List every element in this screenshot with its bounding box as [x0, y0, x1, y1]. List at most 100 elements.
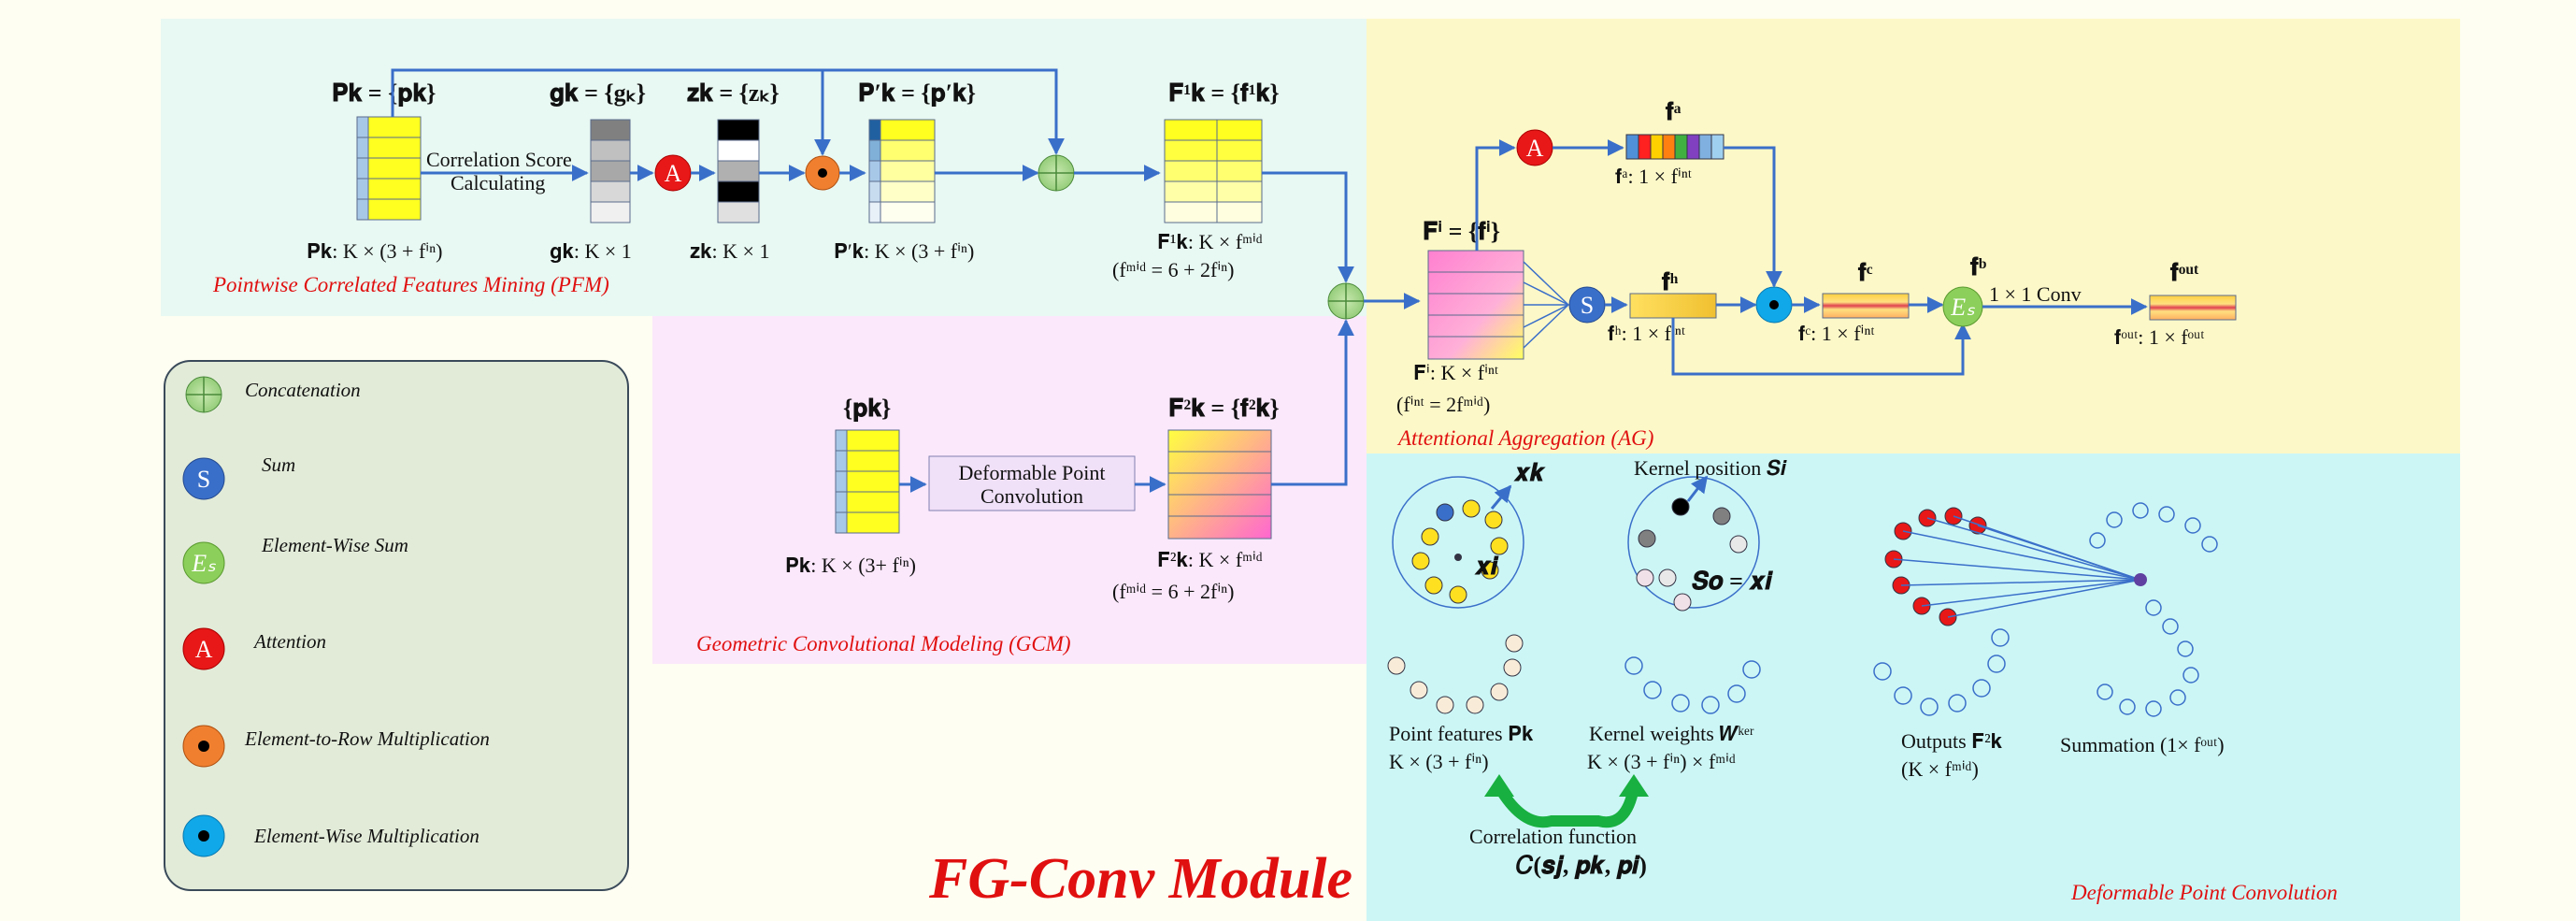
dpc-xi-label: 𝒙𝒊: [1474, 553, 1499, 580]
gcm-pk-bottom-label: 𝐏𝐤: K × (3+ fⁱⁿ): [785, 554, 916, 577]
gcm-f2-bottom-label: 𝐅²𝐤: K × fᵐⁱᵈ: [1157, 548, 1263, 571]
ag-fh-top-label: 𝐟ʰ: [1661, 268, 1679, 295]
svg-text:Eₛ: Eₛ: [1950, 294, 1975, 321]
ag-sum-node: S: [1568, 286, 1606, 324]
dpc-kernel-neighborhood: [1627, 475, 1760, 612]
gcm-pk-top-label: {𝐩𝐤}: [843, 395, 891, 422]
ag-conv-label: 1 × 1 Conv: [1989, 282, 2082, 306]
dpc-neighborhood-1: [1392, 476, 1524, 609]
ag-panel: [1367, 19, 2460, 453]
pfm-f1-eq-label: (fᵐⁱᵈ = 6 + 2fⁱⁿ): [1112, 258, 1235, 281]
gcm-f2-eq-label: (fᵐⁱᵈ = 6 + 2fⁱⁿ): [1112, 580, 1235, 603]
dpc-kernel-weights-dim: K × (3 + fⁱⁿ) × fᵐⁱᵈ: [1587, 750, 1736, 773]
pfm-attention-node: A: [654, 154, 692, 192]
ag-fc-bar: [1822, 293, 1910, 319]
pfm-zk-column: [717, 119, 760, 223]
diagram-title: FG-Conv Module: [928, 847, 1352, 911]
pfm-pkp-top-label: 𝐏′𝐤 = {𝐩′𝐤}: [858, 79, 976, 107]
ag-fc-bottom-label: 𝐟ᶜ: 1 × fⁱⁿᵗ: [1798, 322, 1875, 345]
pfm-concat-node: [1038, 154, 1075, 192]
dpc-corr-fn-label: Correlation function: [1469, 825, 1637, 848]
dpc-outputs-label: Outputs 𝐅²𝐤: [1901, 729, 2003, 753]
ag-fi-bottom-label: 𝐅ⁱ: K × fⁱⁿᵗ: [1413, 361, 1498, 384]
pfm-f1-top-label: 𝐅¹𝐤 = {𝐟¹𝐤}: [1168, 79, 1280, 107]
ag-section-title: Attentional Aggregation (AG): [1396, 426, 1653, 450]
ag-fi-eq-label: (fⁱⁿᵗ = 2fᵐⁱᵈ): [1396, 393, 1490, 416]
svg-text:A: A: [1526, 135, 1544, 162]
ag-fan-lines: [1523, 261, 1569, 349]
pfm-f1-matrix: [1164, 119, 1263, 223]
pfm-zk-top-label: 𝐳𝐤 = {zₖ}: [687, 79, 780, 107]
gcm-f2-top-label: 𝐅²𝐤 = {𝐟²𝐤}: [1168, 395, 1280, 422]
pfm-gk-top-label: 𝐠𝐤 = {gₖ}: [550, 79, 646, 108]
pfm-pkp-matrix: [868, 119, 936, 223]
pfm-zk-bottom-label: 𝐳𝐤: K × 1: [690, 239, 769, 263]
pfm-pk-bottom-label: 𝐏𝐤: K × (3 + fⁱⁿ): [307, 239, 442, 263]
corr-score-label-1: Correlation Score: [426, 148, 572, 171]
dpc-xk-label: 𝒙𝒌: [1513, 459, 1546, 486]
ag-fb-top-label: 𝐟ᵇ: [1969, 253, 1986, 281]
legend-sum-label: Sum: [262, 453, 295, 476]
dpc-point-features-dim: K × (3 + fⁱⁿ): [1389, 750, 1489, 773]
ag-fh-bar: [1629, 293, 1717, 319]
gcm-f2-matrix: [1167, 429, 1272, 540]
main-concat-node: [1327, 282, 1365, 320]
pfm-pkp-bottom-label: 𝐏′𝐤: K × (3 + fⁱⁿ): [834, 239, 974, 263]
legend-concatenation-icon: [185, 376, 222, 413]
svg-text:S: S: [1581, 292, 1594, 319]
ag-fi-top-label: 𝐅ⁱ = {𝐟ⁱ}: [1423, 218, 1500, 245]
dpc-panel: [1367, 453, 2460, 921]
legend-element-to-row-icon: [182, 725, 225, 768]
legend-element-wise-sum-icon: Eₛ: [182, 541, 225, 584]
svg-text:A: A: [195, 636, 213, 663]
svg-text:Eₛ: Eₛ: [191, 550, 216, 577]
legend-box: [164, 360, 629, 891]
legend-element-wise-mult-label: Element-Wise Multiplication: [253, 825, 479, 847]
gcm-section-title: Geometric Convolutional Modeling (GCM): [696, 632, 1071, 655]
dpc-outputs-dim: (K × fᵐⁱᵈ): [1901, 757, 1979, 781]
dpc-correlation-arrow: [1494, 782, 1639, 828]
ag-element-wise-sum-node: Eₛ: [1942, 286, 1983, 327]
legend-attention-icon: A: [182, 627, 225, 670]
pfm-element-to-row-mult-node: [805, 155, 840, 191]
ag-fa-bar: [1625, 134, 1724, 160]
dpc-tail-1: [1387, 634, 1524, 714]
dpc-kernel-pos-label: Kernel position 𝑺𝒊: [1634, 456, 1787, 480]
ag-fi-matrix: [1427, 250, 1524, 360]
dpc-so-label: 𝑺𝒐 = 𝒙𝒊: [1692, 568, 1773, 595]
dpc-kernel-weights-label: Kernel weights 𝑾ᵏᵉʳ: [1589, 722, 1754, 745]
pfm-f1-bottom-label: 𝐅¹𝐤: K × fᵐⁱᵈ: [1157, 230, 1263, 253]
ag-attention-node: A: [1516, 129, 1553, 166]
ag-fa-top-label: 𝐟ᵃ: [1665, 98, 1682, 125]
ag-fout-bar: [2149, 295, 2237, 321]
ag-fa-bottom-label: 𝐟ᵃ: 1 × fⁱⁿᵗ: [1615, 165, 1692, 188]
corr-score-label-2: Calculating: [451, 171, 545, 194]
ag-element-wise-mult-node: [1755, 286, 1793, 324]
dpc-point-features-label: Point features 𝐏𝐤: [1389, 722, 1534, 745]
pfm-gk-column: [590, 119, 631, 223]
dpc-tail-2: [1624, 656, 1761, 714]
gcm-pk-matrix: [835, 429, 900, 534]
legend-concatenation-label: Concatenation: [245, 379, 361, 401]
legend-sum-icon: S: [182, 457, 225, 500]
ag-fout-top-label: 𝐟ᵒᵘᵗ: [2169, 259, 2199, 286]
dpc-summation-label: Summation (1× fᵒᵘᵗ): [2060, 733, 2225, 756]
svg-text:A: A: [665, 160, 682, 187]
dpc-output-points: [1873, 507, 2141, 716]
pfm-gk-bottom-label: 𝐠𝐤: K × 1: [550, 239, 632, 263]
svg-text:Deformable Point: Deformable Point: [958, 461, 1105, 484]
svg-text:S: S: [197, 466, 210, 493]
legend-attention-label: Attention: [252, 630, 326, 653]
dpc-corr-fn-expr: 𝐶(𝒔𝒋, 𝒑𝒌, 𝒑𝒊): [1516, 852, 1647, 880]
legend-element-wise-sum-label: Element-Wise Sum: [261, 534, 408, 556]
legend-element-wise-mult-icon: [182, 814, 225, 857]
svg-text:Convolution: Convolution: [980, 484, 1083, 508]
dpc-summation-ring: [2089, 502, 2218, 717]
ag-fc-top-label: 𝐟ᶜ: [1857, 259, 1873, 286]
ag-fout-bottom-label: 𝐟ᵒᵘᵗ: 1 × fᵒᵘᵗ: [2114, 325, 2204, 349]
pfm-pk-matrix: [356, 116, 422, 221]
pfm-pk-top-label: 𝐏𝐤 = {𝐩𝐤}: [332, 79, 436, 107]
legend-element-to-row-label: Element-to-Row Multiplication: [244, 727, 490, 750]
pfm-section-title: Pointwise Correlated Features Mining (PF…: [212, 273, 609, 296]
dpc-section-title: Deformable Point Convolution: [2070, 881, 2338, 904]
